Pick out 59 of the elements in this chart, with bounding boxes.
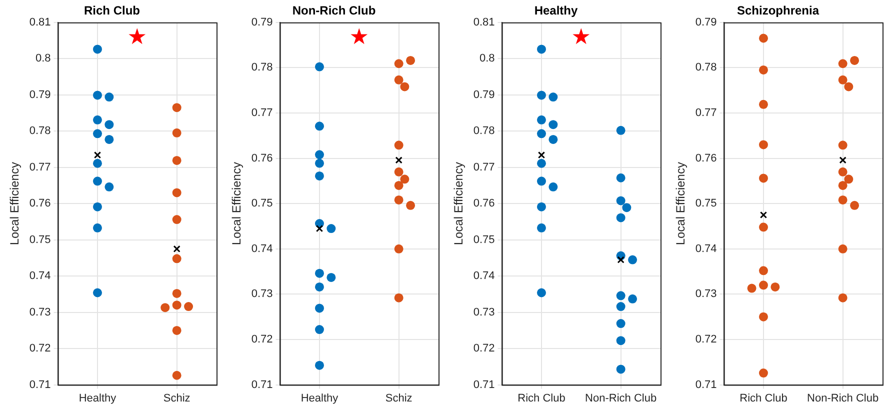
y-tick-label: 0.71 [473,378,495,391]
y-tick-label: 0.78 [695,62,717,74]
y-tick-label: 0.79 [473,88,495,101]
x-tick-label: Healthy [300,392,339,404]
y-tick-label: 0.72 [251,334,273,346]
y-tick-label: 0.76 [251,152,273,164]
y-tick-label: 0.77 [251,107,273,120]
chart-title: Healthy [534,4,578,18]
y-tick-label: 0.73 [473,306,495,318]
y-tick-label: 0.71 [695,378,717,391]
y-tick-label: 0.79 [29,88,51,101]
chart-title: Schizophrenia [736,4,820,18]
x-tick-label: Non-Rich Club [585,392,657,404]
y-tick-label: 0.75 [695,198,717,210]
x-tick-label: Rich Club [740,392,788,404]
x-tick-label: Schiz [385,392,412,404]
x-tick-label: Schiz [163,392,190,404]
y-axis-title: Local Efficiency [674,162,688,246]
y-tick-label: 0.77 [29,161,51,174]
y-tick-label: 0.76 [29,198,51,210]
y-tick-label: 0.81 [29,16,51,28]
y-tick-label: 0.8 [480,52,495,65]
x-tick-label: Rich Club [518,392,566,404]
y-tick-label: 0.72 [29,342,51,355]
y-tick-label: 0.79 [695,16,717,28]
y-tick-label: 0.71 [251,378,273,391]
y-axis-title: Local Efficiency [8,162,22,246]
x-tick-label: Non-Rich Club [807,392,879,404]
x-tick-label: Healthy [78,392,117,404]
y-tick-label: 0.75 [473,234,495,246]
y-tick-label: 0.74 [473,270,495,282]
y-tick-label: 0.81 [473,16,495,28]
y-tick-label: 0.71 [29,378,51,391]
y-tick-label: 0.77 [473,161,495,174]
y-tick-label: 0.76 [695,152,717,164]
y-tick-label: 0.75 [251,198,273,210]
y-tick-label: 0.74 [29,270,51,282]
annotation: ★ [127,25,148,50]
y-tick-label: 0.76 [473,198,495,210]
y-tick-label: 0.74 [251,242,273,255]
y-tick-label: 0.75 [29,234,51,246]
y-tick-label: 0.77 [695,107,717,120]
y-tick-label: 0.73 [29,306,51,318]
y-axis-title: Local Efficiency [230,162,244,246]
chart-title: Non-Rich Club [292,4,376,18]
y-tick-label: 0.72 [473,342,495,355]
y-tick-label: 0.78 [473,125,495,138]
y-tick-label: 0.74 [695,242,717,255]
chart-title: Rich Club [84,4,140,18]
y-tick-label: 0.79 [251,16,273,28]
y-tick-label: 0.78 [29,125,51,138]
y-tick-label: 0.78 [251,62,273,74]
annotation: ★ [571,25,592,50]
y-tick-label: 0.8 [36,52,51,65]
y-axis-title: Local Efficiency [452,162,466,246]
annotation: ★ [349,25,370,50]
y-tick-label: 0.72 [695,334,717,346]
y-tick-label: 0.73 [251,288,273,300]
y-tick-label: 0.73 [695,288,717,300]
